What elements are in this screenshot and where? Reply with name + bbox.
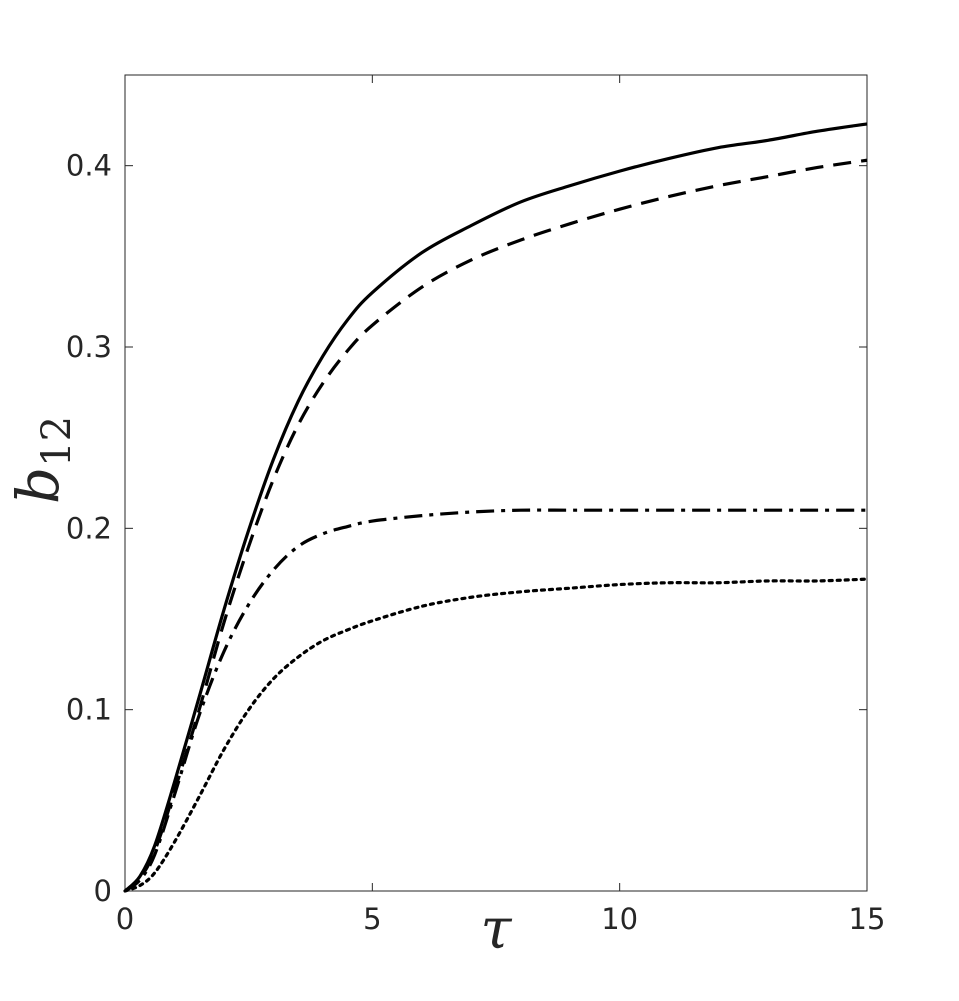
plot-area: 0 5 10 15 0 0.1 0.2 0.3 0.4	[66, 74, 886, 936]
x-tick-label: 15	[849, 902, 886, 936]
x-tick-label: 0	[116, 902, 134, 936]
y-tick-label: 0.3	[66, 330, 112, 364]
x-axis-label: τ	[481, 897, 513, 962]
x-tick-label: 10	[601, 902, 638, 936]
y-tick-label: 0	[94, 874, 112, 908]
y-axis-label-subscript: 12	[34, 416, 80, 467]
y-tick-label: 0.4	[66, 149, 112, 183]
y-axis-label-main: b	[4, 467, 72, 504]
axes-box	[124, 74, 868, 892]
y-tick-label: 0.2	[66, 511, 112, 545]
series-lines	[123, 122, 869, 893]
series-line-dotted	[123, 577, 869, 893]
series-line-dashdot	[124, 508, 867, 893]
series-line-solid	[123, 122, 868, 893]
y-axis-label: b12	[4, 416, 80, 504]
x-tick-label: 5	[363, 902, 381, 936]
tick-labels: 0 5 10 15 0 0.1 0.2 0.3 0.4	[66, 149, 886, 936]
y-tick-label: 0.1	[66, 693, 112, 727]
